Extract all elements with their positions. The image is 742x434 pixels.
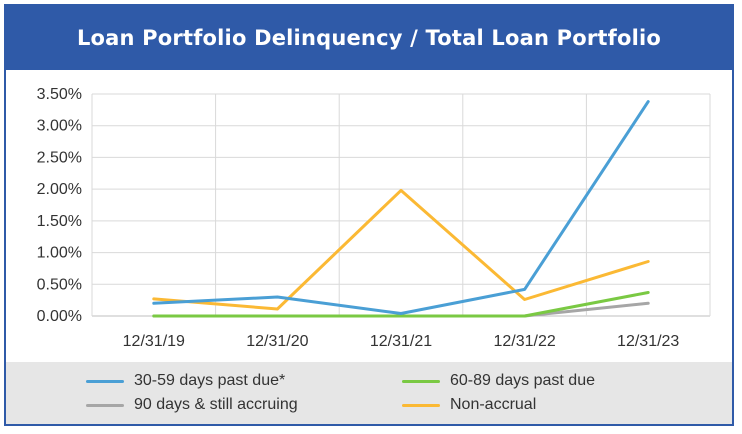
legend-item-non-accrual: Non-accrual bbox=[402, 396, 536, 414]
y-tick-label: 2.00% bbox=[37, 181, 82, 198]
series-line-non-accrual bbox=[152, 188, 650, 311]
x-tick-label: 12/31/21 bbox=[370, 333, 432, 350]
legend-label-90-days: 90 days & still accruing bbox=[134, 396, 298, 413]
y-tick-label: 0.50% bbox=[37, 276, 82, 293]
legend-swatch-non-accrual bbox=[402, 403, 440, 407]
series-line-60-89-days-past-due bbox=[152, 291, 650, 318]
series-line-30-59-days-past-due bbox=[152, 100, 650, 315]
y-tick-label: 0.00% bbox=[37, 308, 82, 325]
x-tick-label: 12/31/22 bbox=[493, 333, 555, 350]
legend-item-60-89: 60-89 days past due bbox=[402, 372, 595, 390]
legend-swatch-90-days bbox=[86, 403, 124, 407]
legend-label-non-accrual: Non-accrual bbox=[450, 396, 537, 413]
legend-item-90-days: 90 days & still accruing bbox=[86, 396, 298, 414]
x-tick-label: 12/31/20 bbox=[246, 333, 308, 350]
legend-item-30-59: 30-59 days past due* bbox=[86, 372, 285, 390]
y-tick-label: 3.50% bbox=[37, 86, 82, 103]
chart-frame: Loan Portfolio Delinquency / Total Loan … bbox=[4, 4, 734, 426]
y-tick-label: 1.50% bbox=[37, 213, 82, 230]
legend: 30-59 days past due* 60-89 days past due… bbox=[6, 362, 732, 424]
y-tick-label: 1.00% bbox=[37, 245, 82, 262]
chart-title: Loan Portfolio Delinquency / Total Loan … bbox=[76, 26, 662, 50]
y-tick-label: 2.50% bbox=[37, 149, 82, 166]
line-chart: 0.00% 0.50% 1.00% 1.50% 2.00% 2.50% 3.00% 3.50%… bbox=[37, 86, 711, 350]
legend-label-60-89: 60-89 days past due bbox=[450, 372, 595, 389]
x-tick-label: 12/31/19 bbox=[123, 333, 185, 350]
legend-label-30-59: 30-59 days past due* bbox=[134, 372, 286, 389]
legend-swatch-30-59 bbox=[86, 379, 124, 383]
chart-header: Loan Portfolio Delinquency / Total Loan … bbox=[6, 6, 732, 70]
y-tick-label: 3.00% bbox=[37, 118, 82, 135]
x-tick-label: 12/31/23 bbox=[617, 333, 679, 350]
legend-swatch-60-89 bbox=[402, 379, 440, 383]
